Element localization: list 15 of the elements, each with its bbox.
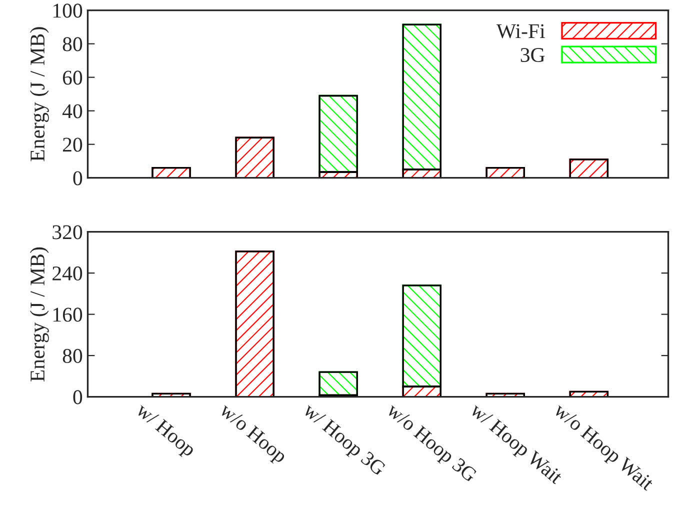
y-tick-label: 240 (52, 266, 82, 280)
y-tick-label: 40 (62, 104, 82, 118)
y-tick-label: 160 (53, 308, 82, 322)
y-tick-label: 60 (62, 70, 82, 85)
legend-label: 3G (520, 48, 545, 62)
y-tick-label: 80 (62, 37, 82, 52)
y-tick-label: 320 (52, 225, 82, 240)
y-tick-label: 0 (73, 390, 82, 404)
y-tick-label: 0 (73, 171, 82, 186)
legend-label: Wi-Fi (496, 24, 545, 38)
y-axis-title: Energy (J / MB) (30, 247, 49, 382)
y-tick-label: 20 (62, 138, 82, 152)
y-axis-title: Energy (J / MB) (30, 27, 49, 162)
y-tick-label: 100 (53, 4, 82, 18)
y-tick-label: 80 (62, 348, 82, 363)
